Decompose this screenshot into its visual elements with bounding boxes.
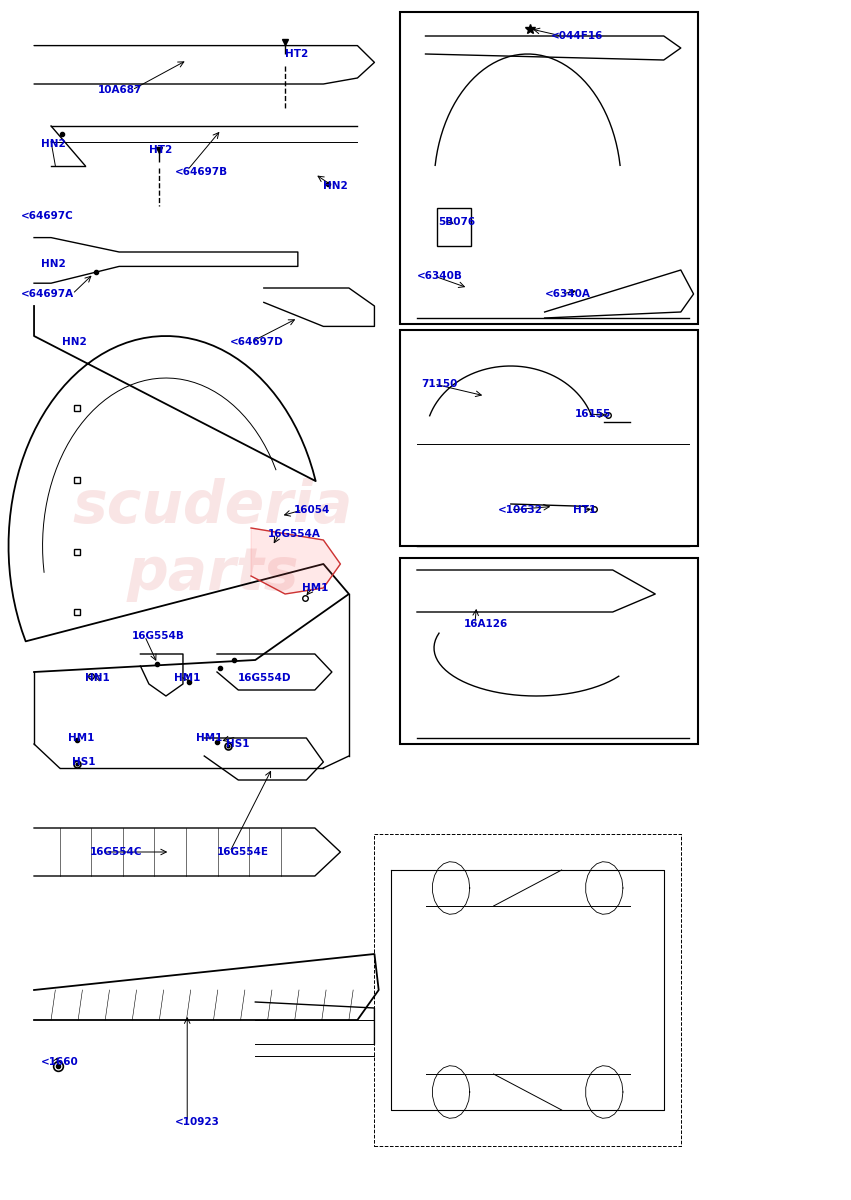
Polygon shape bbox=[251, 528, 340, 594]
Text: HN2: HN2 bbox=[323, 181, 348, 191]
Text: HN1: HN1 bbox=[85, 673, 110, 683]
Text: HM1: HM1 bbox=[302, 583, 328, 593]
Bar bbox=[374, 834, 681, 1146]
Text: HT2: HT2 bbox=[149, 145, 172, 155]
Text: HN2: HN2 bbox=[62, 337, 87, 347]
Bar bbox=[400, 12, 698, 324]
Text: 16G554B: 16G554B bbox=[132, 631, 185, 641]
Text: 10A687: 10A687 bbox=[98, 85, 142, 95]
Text: 16G554C: 16G554C bbox=[89, 847, 142, 857]
Text: <64697C: <64697C bbox=[21, 211, 74, 221]
Text: <10923: <10923 bbox=[174, 1117, 220, 1127]
Text: <64697B: <64697B bbox=[174, 167, 227, 176]
Text: HS1: HS1 bbox=[72, 757, 96, 767]
Text: 16054: 16054 bbox=[294, 505, 330, 515]
Text: 5B076: 5B076 bbox=[438, 217, 476, 227]
Text: <64697D: <64697D bbox=[230, 337, 283, 347]
Text: HM1: HM1 bbox=[196, 733, 222, 743]
Text: HM1: HM1 bbox=[68, 733, 94, 743]
Text: <6340B: <6340B bbox=[417, 271, 463, 281]
Text: <6340A: <6340A bbox=[545, 289, 591, 299]
Text: HN2: HN2 bbox=[41, 139, 66, 149]
Text: 71150: 71150 bbox=[421, 379, 458, 389]
Text: 16G554D: 16G554D bbox=[238, 673, 292, 683]
Text: HT1: HT1 bbox=[573, 505, 596, 515]
Text: 16G554A: 16G554A bbox=[268, 529, 321, 539]
Text: HN2: HN2 bbox=[41, 259, 66, 269]
Text: HM1: HM1 bbox=[174, 673, 201, 683]
Text: 16G554E: 16G554E bbox=[217, 847, 269, 857]
Text: HT2: HT2 bbox=[285, 49, 308, 59]
Text: 16A126: 16A126 bbox=[464, 619, 508, 629]
Text: HS1: HS1 bbox=[226, 739, 249, 749]
Bar bbox=[437, 208, 471, 246]
Text: <044F16: <044F16 bbox=[551, 31, 603, 41]
Text: <1660: <1660 bbox=[41, 1057, 78, 1067]
Bar bbox=[400, 330, 698, 546]
Bar bbox=[400, 558, 698, 744]
Text: scuderia
parts: scuderia parts bbox=[72, 479, 353, 601]
Text: 16155: 16155 bbox=[574, 409, 611, 419]
Text: <10632: <10632 bbox=[498, 505, 543, 515]
Text: <64697A: <64697A bbox=[21, 289, 74, 299]
